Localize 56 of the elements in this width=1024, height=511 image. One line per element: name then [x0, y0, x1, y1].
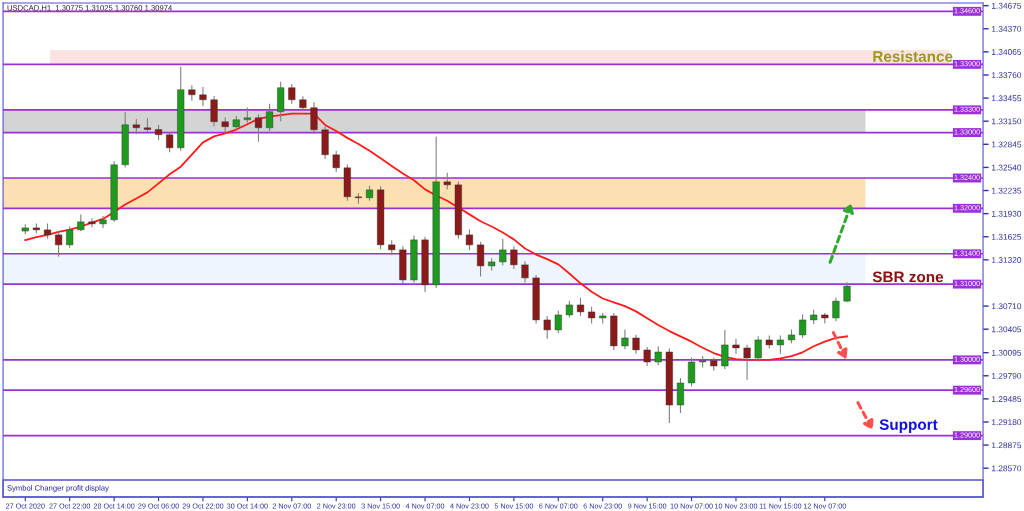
y-tick-label: 1.33760 — [992, 72, 1022, 79]
candlestick — [643, 346, 651, 367]
candlestick — [99, 215, 107, 229]
y-tick-label: 1.32540 — [992, 164, 1022, 171]
y-tick-label: 1.29180 — [992, 419, 1022, 426]
y-tick-label: 1.34370 — [992, 25, 1022, 32]
y-tick-label: 1.30095 — [992, 349, 1022, 356]
candlestick — [576, 297, 585, 317]
y-tick-label: 1.34065 — [992, 49, 1022, 55]
candlestick — [310, 101, 318, 135]
candlestick — [477, 241, 485, 278]
text: Support — [879, 419, 938, 433]
text: Resistance — [873, 50, 953, 62]
candlestick — [166, 132, 174, 153]
y-tick-label: 1.28570 — [992, 465, 1022, 472]
candlestick — [288, 83, 296, 105]
candlestick — [510, 245, 518, 270]
candlestick — [654, 345, 662, 366]
candlestick — [676, 377, 684, 414]
candlestick — [799, 313, 807, 339]
candlestick — [732, 338, 740, 355]
y-tick-label: 1.28875 — [992, 442, 1022, 449]
candlestick — [499, 238, 507, 266]
candlestick — [521, 260, 529, 284]
candlestick — [688, 357, 696, 387]
y-tick-label: 1.29790 — [992, 372, 1022, 379]
candlestick — [721, 329, 729, 370]
y-tick-label: 1.32845 — [992, 141, 1022, 148]
candlestick — [332, 150, 340, 173]
y-tick-label: 1.34675 — [992, 2, 1022, 9]
candlestick — [66, 225, 74, 249]
candlestick — [776, 335, 784, 355]
candlestick — [832, 297, 840, 322]
candlestick — [55, 231, 63, 258]
y-tick-label: 1.31320 — [992, 257, 1022, 263]
y-tick-label: 1.33150 — [992, 118, 1022, 125]
candlestick — [743, 344, 751, 381]
candlestick — [266, 103, 274, 132]
y-tick-label: 1.31625 — [992, 233, 1022, 240]
candlestick — [254, 113, 263, 143]
candlestick — [754, 335, 762, 362]
candlestick — [465, 228, 473, 251]
candlestick — [88, 217, 96, 228]
y-tick-label: 1.30710 — [992, 303, 1022, 310]
candlestick — [210, 95, 218, 128]
y-tick-label: 1.33455 — [992, 95, 1022, 102]
candlestick — [621, 329, 629, 350]
candlestick — [632, 334, 640, 355]
y-tick-label: 1.31930 — [992, 210, 1022, 217]
candlestick — [543, 315, 551, 340]
candlestick — [199, 86, 207, 107]
y-tick-label: 1.32235 — [992, 187, 1022, 194]
text: SBR zone — [872, 271, 944, 283]
candlestick — [554, 310, 562, 334]
y-tick-label: 1.29485 — [992, 396, 1022, 402]
y-tick-label: 1.30405 — [992, 326, 1022, 333]
